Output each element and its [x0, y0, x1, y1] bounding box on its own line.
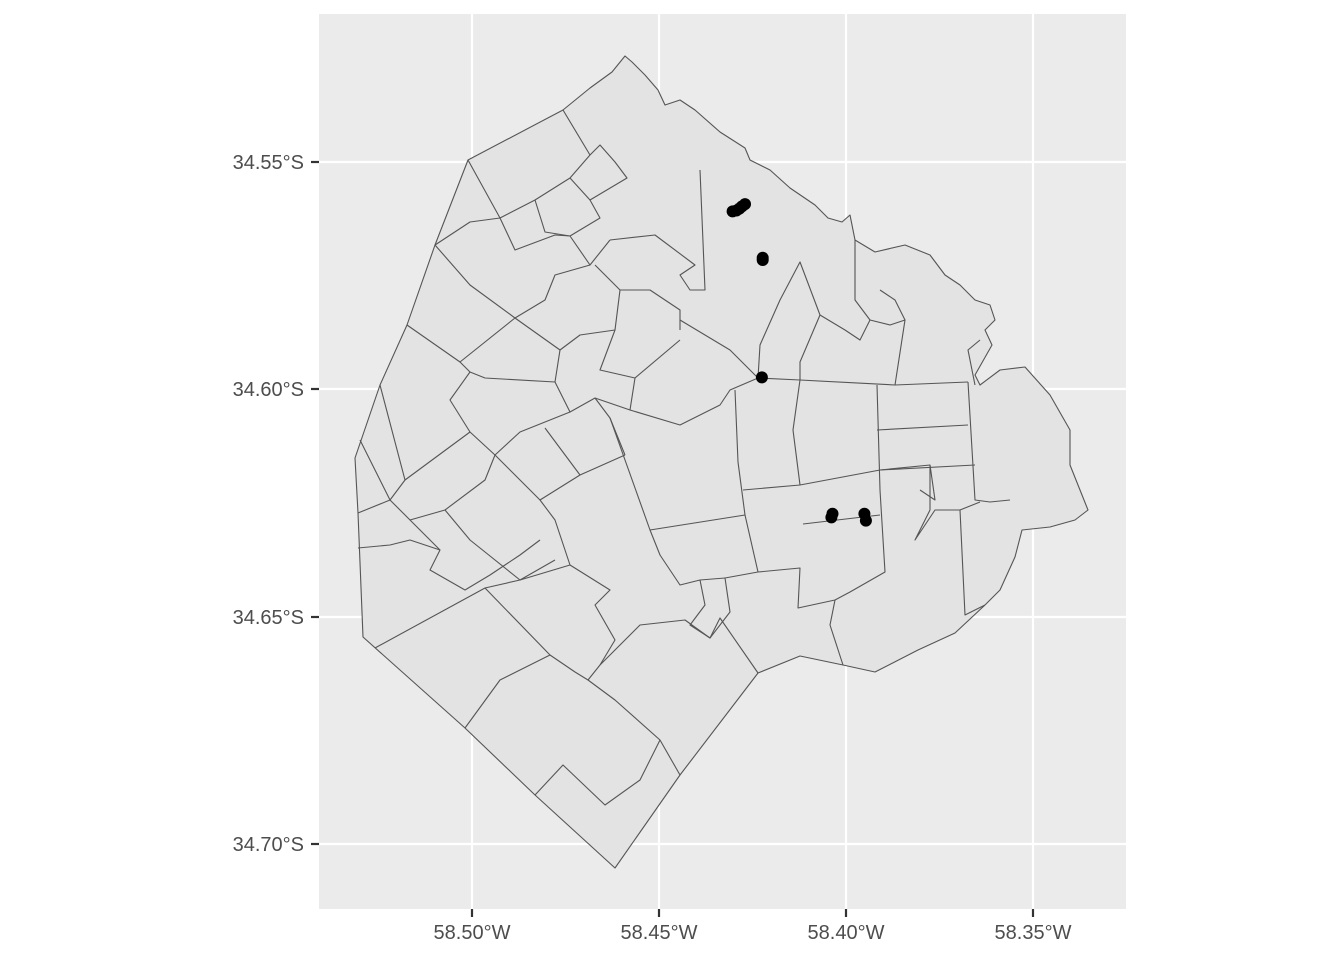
- boundary-line: [599, 329, 681, 379]
- boundary-line: [742, 379, 801, 491]
- boundary-line: [544, 427, 581, 476]
- y-axis: 34.55°S 34.60°S 34.65°S 34.70°S: [233, 152, 319, 856]
- data-point: [739, 198, 751, 211]
- data-point: [859, 514, 872, 527]
- boundary-line: [879, 464, 976, 471]
- boundary-line: [562, 109, 628, 201]
- boundary-line: [679, 319, 759, 379]
- y-tick-label: 34.60°S: [233, 379, 304, 401]
- boundary-line: [484, 564, 571, 589]
- city-outline: [354, 55, 1089, 869]
- boundary-line: [829, 599, 844, 666]
- boundary-line: [464, 654, 551, 729]
- boundary-line: [709, 617, 759, 674]
- boundary-line: [539, 499, 616, 666]
- boundary-line: [967, 381, 1011, 503]
- boundary-line: [967, 339, 981, 386]
- boundary-line: [876, 424, 969, 431]
- boundary-line: [699, 577, 726, 581]
- boundary-line: [357, 539, 441, 551]
- x-tick-label: 58.40°W: [808, 922, 885, 944]
- boundary-line: [609, 169, 706, 291]
- data-point: [755, 371, 768, 384]
- x-tick-label: 58.50°W: [434, 922, 511, 944]
- boundary-line: [757, 377, 969, 386]
- data-point: [756, 251, 769, 264]
- boundary-line: [757, 261, 821, 379]
- boundary-line: [467, 159, 571, 219]
- boundary-line: [587, 619, 711, 776]
- data-point: [826, 507, 839, 520]
- boundary-line: [854, 240, 871, 321]
- boundary-line: [444, 509, 556, 581]
- x-tick-label: 58.35°W: [995, 922, 1072, 944]
- boundary-line: [959, 509, 986, 616]
- boundary-line: [879, 289, 906, 321]
- boundary-line: [629, 377, 759, 426]
- points-layer: [726, 198, 872, 527]
- x-axis: 58.50°W 58.45°W 58.40°W 58.35°W: [434, 909, 1072, 944]
- boundary-line: [434, 244, 591, 319]
- boundary-line: [459, 349, 561, 383]
- city-map: [354, 55, 1089, 869]
- boundary-line: [514, 264, 621, 351]
- boundary-line: [534, 739, 661, 806]
- boundary-line: [494, 454, 626, 501]
- boundary-line: [434, 217, 611, 266]
- boundary-line: [799, 314, 821, 380]
- x-tick-label: 58.45°W: [621, 922, 698, 944]
- boundary-line: [469, 411, 571, 456]
- boundary-line: [357, 454, 496, 521]
- y-tick-label: 34.65°S: [233, 607, 304, 629]
- y-tick-label: 34.55°S: [233, 152, 304, 174]
- boundary-line: [534, 199, 601, 237]
- boundary-line: [914, 465, 981, 541]
- boundary-line: [649, 529, 759, 639]
- y-tick-label: 34.70°S: [233, 834, 304, 856]
